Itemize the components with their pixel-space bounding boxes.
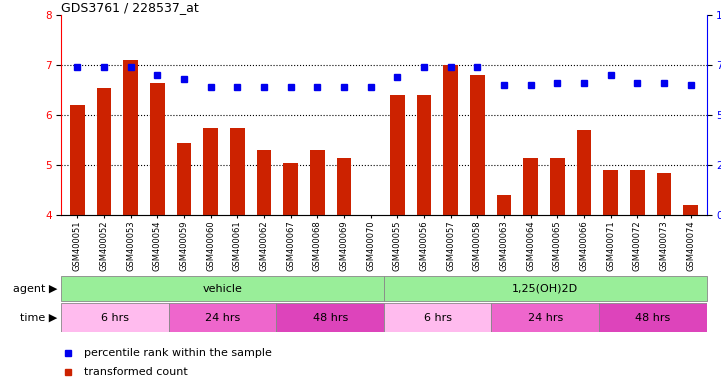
Text: percentile rank within the sample: percentile rank within the sample	[84, 348, 272, 358]
Bar	[630, 170, 645, 215]
Bar	[470, 75, 485, 215]
Bar	[257, 150, 271, 215]
Text: 48 hrs: 48 hrs	[635, 313, 671, 323]
Bar	[443, 65, 458, 215]
Bar	[384, 276, 707, 301]
Bar	[230, 127, 244, 215]
Bar	[384, 303, 492, 332]
Text: vehicle: vehicle	[203, 284, 242, 294]
Bar	[61, 276, 384, 301]
Bar	[276, 303, 384, 332]
Bar	[177, 143, 191, 215]
Bar	[417, 95, 431, 215]
Bar	[603, 170, 618, 215]
Bar	[657, 173, 671, 215]
Bar	[523, 157, 538, 215]
Text: 48 hrs: 48 hrs	[312, 313, 348, 323]
Text: agent ▶: agent ▶	[13, 284, 58, 294]
Bar	[310, 150, 324, 215]
Bar	[70, 105, 84, 215]
Bar	[684, 205, 698, 215]
Bar	[97, 88, 111, 215]
Text: 24 hrs: 24 hrs	[205, 313, 240, 323]
Bar	[492, 303, 599, 332]
Bar	[497, 195, 511, 215]
Text: 6 hrs: 6 hrs	[101, 313, 129, 323]
Bar	[390, 95, 404, 215]
Text: GDS3761 / 228537_at: GDS3761 / 228537_at	[61, 1, 199, 14]
Bar	[550, 157, 565, 215]
Bar	[123, 60, 138, 215]
Bar	[150, 83, 164, 215]
Bar	[599, 303, 707, 332]
Text: 24 hrs: 24 hrs	[528, 313, 563, 323]
Text: transformed count: transformed count	[84, 367, 187, 377]
Text: 6 hrs: 6 hrs	[424, 313, 452, 323]
Bar	[283, 163, 298, 215]
Bar	[337, 157, 351, 215]
Bar	[61, 303, 169, 332]
Bar	[577, 130, 591, 215]
Bar	[169, 303, 276, 332]
Bar	[203, 127, 218, 215]
Text: time ▶: time ▶	[20, 313, 58, 323]
Text: 1,25(OH)2D: 1,25(OH)2D	[512, 284, 578, 294]
